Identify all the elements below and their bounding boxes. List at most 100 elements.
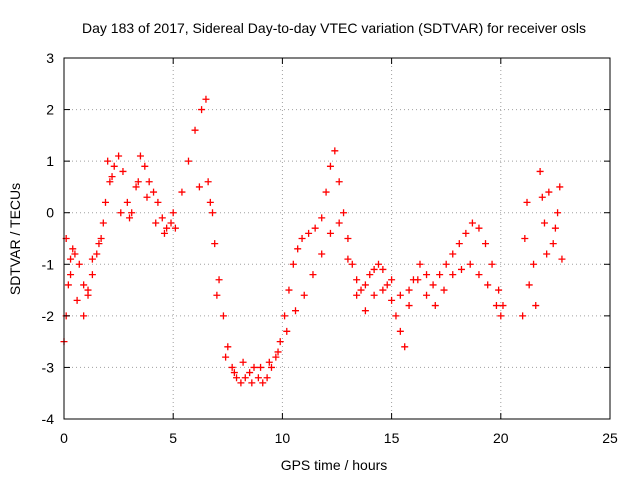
- data-point-marker: [488, 260, 496, 268]
- data-point-marker: [405, 286, 413, 294]
- data-point-marker: [292, 307, 300, 315]
- data-point-marker: [326, 229, 334, 237]
- data-point-marker: [289, 260, 297, 268]
- data-point-marker: [132, 183, 140, 191]
- data-point-marker: [374, 260, 382, 268]
- data-point-marker: [67, 271, 75, 279]
- chart-title: Day 183 of 2017, Sidereal Day-to-day VTE…: [82, 20, 586, 36]
- data-point-marker: [276, 338, 284, 346]
- data-point-marker: [143, 193, 151, 201]
- data-point-marker: [163, 224, 171, 232]
- data-point-marker: [495, 286, 503, 294]
- data-point-marker: [145, 178, 153, 186]
- data-point-marker: [211, 240, 219, 248]
- y-tick-label: 0: [46, 205, 54, 221]
- data-point-marker: [383, 281, 391, 289]
- data-point-marker: [361, 281, 369, 289]
- data-point-marker: [281, 312, 289, 320]
- data-point-marker: [462, 229, 470, 237]
- data-point-marker: [64, 281, 72, 289]
- data-point-marker: [331, 147, 339, 155]
- data-point-marker: [88, 271, 96, 279]
- data-point-marker: [429, 281, 437, 289]
- data-point-marker: [457, 265, 465, 273]
- y-tick-label: -3: [42, 359, 55, 375]
- data-point-marker: [344, 255, 352, 263]
- data-point-marker: [540, 219, 548, 227]
- data-point-marker: [224, 343, 232, 351]
- data-point-marker: [267, 363, 275, 371]
- x-tick-label: 5: [169, 430, 177, 446]
- data-point-marker: [237, 379, 245, 387]
- data-point-marker: [357, 286, 365, 294]
- data-point-marker: [405, 302, 413, 310]
- data-point-marker: [128, 209, 136, 217]
- data-point-marker: [326, 162, 334, 170]
- data-point-marker: [101, 198, 109, 206]
- data-point-marker: [392, 312, 400, 320]
- data-point-marker: [150, 188, 158, 196]
- data-point-marker: [99, 219, 107, 227]
- data-point-marker: [396, 327, 404, 335]
- data-point-marker: [97, 235, 105, 242]
- data-point-marker: [136, 152, 144, 160]
- data-point-marker: [379, 286, 387, 294]
- data-point-marker: [414, 276, 422, 284]
- data-point-marker: [499, 302, 507, 310]
- data-point-marker: [215, 276, 223, 284]
- data-point-marker: [556, 183, 564, 191]
- data-point-marker: [126, 214, 134, 222]
- tick-labels: 0 5 10 15 20 25 -4 -3 -2 -1 0 1 2 3: [42, 50, 618, 446]
- data-point-marker: [536, 167, 544, 175]
- data-point-marker: [551, 224, 559, 232]
- data-point-marker: [311, 224, 319, 232]
- data-point-marker: [160, 229, 168, 237]
- data-point-marker: [219, 312, 227, 320]
- data-point-marker: [294, 245, 302, 253]
- data-point-marker: [440, 286, 448, 294]
- data-point-marker: [119, 167, 127, 175]
- data-point-marker: [482, 240, 490, 248]
- data-point-marker: [169, 209, 177, 217]
- data-point-marker: [265, 358, 273, 366]
- data-point-marker: [254, 374, 262, 382]
- data-point-marker: [248, 379, 256, 387]
- data-point-marker: [69, 245, 77, 253]
- data-point-marker: [519, 312, 527, 320]
- data-point-marker: [95, 240, 103, 248]
- data-point-marker: [228, 363, 236, 371]
- data-point-marker: [300, 291, 308, 299]
- data-point-marker: [202, 95, 210, 103]
- data-point-marker: [141, 162, 149, 170]
- y-tick-label: -1: [42, 256, 55, 272]
- data-point-marker: [497, 312, 505, 320]
- data-point-marker: [335, 219, 343, 227]
- data-point-marker: [272, 353, 280, 361]
- y-tick-label: -2: [42, 308, 55, 324]
- data-point-marker: [250, 363, 258, 371]
- data-point-marker: [423, 291, 431, 299]
- data-point-marker: [123, 198, 131, 206]
- data-point-marker: [73, 296, 81, 304]
- data-point-marker: [340, 209, 348, 217]
- x-tick-label: 0: [60, 430, 68, 446]
- data-point-marker: [309, 271, 317, 279]
- data-point-marker: [209, 209, 217, 217]
- data-point-marker: [198, 106, 206, 114]
- data-point-marker: [335, 178, 343, 186]
- y-axis-label: SDTVAR / TECUs: [7, 183, 23, 295]
- data-point-marker: [521, 235, 529, 242]
- data-point-marker: [554, 209, 562, 217]
- data-point-marker: [184, 157, 192, 165]
- y-tick-label: 3: [46, 50, 54, 66]
- data-point-marker: [423, 271, 431, 279]
- data-point-marker: [361, 307, 369, 315]
- data-point-marker: [274, 348, 282, 356]
- data-point-marker: [213, 291, 221, 299]
- data-point-marker: [545, 188, 553, 196]
- data-point-marker: [110, 162, 118, 170]
- y-tick-label: 1: [46, 153, 54, 169]
- data-point-marker: [93, 250, 101, 258]
